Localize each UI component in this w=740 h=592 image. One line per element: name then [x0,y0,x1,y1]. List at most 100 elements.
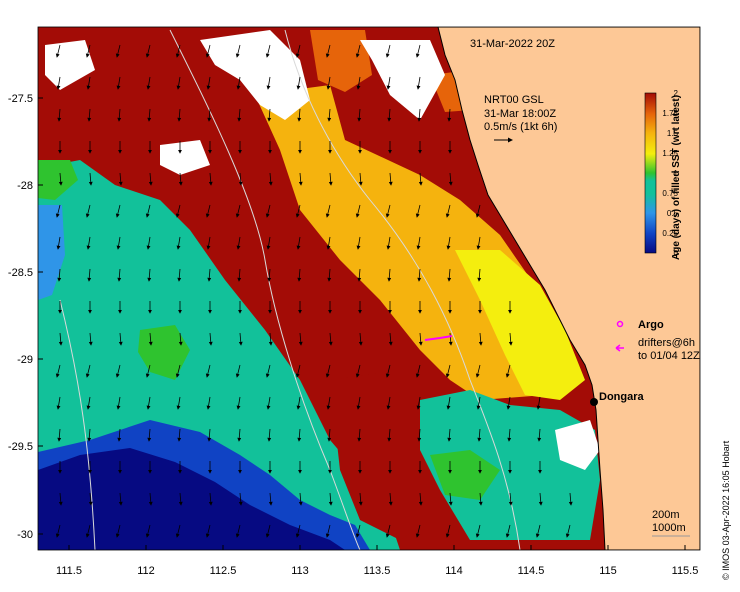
current-arrow [237,428,242,442]
lat-tick-label: -29.5 [8,441,33,453]
current-arrow [355,524,361,538]
current-arrow [85,44,91,58]
depth-contour-1000m [169,29,361,550]
current-arrow [116,396,121,410]
current-arrow [295,364,301,378]
sst-age-1-5-region [255,85,560,400]
current-arrow [447,108,452,122]
lon-tick-label: 113 [291,565,309,577]
current-arrow [145,364,151,378]
current-arrow [116,76,121,90]
current-arrow [325,524,331,538]
surface-current-arrows [55,44,573,538]
current-arrow [85,364,91,378]
current-arrow [57,428,62,442]
current-arrow [266,76,271,90]
current-arrow [58,332,63,346]
current-arrow [356,76,361,90]
current-arrow [265,524,271,538]
current-arrow [205,44,211,58]
current-arrow [147,268,152,282]
dongara-marker[interactable] [590,398,598,406]
current-arrow [145,204,151,218]
lon-tick-label: 115.5 [672,565,699,577]
current-arrow [325,44,331,58]
current-arrow [538,492,543,506]
current-arrow [446,396,451,410]
timestamp-label: 31-Mar-2022 20Z [470,38,555,50]
lon-tick-label: 114.5 [518,565,545,577]
product-line3: 0.5m/s (1kt 6h) [484,121,557,133]
lat-tick-label: -28.5 [8,267,33,279]
current-arrow [298,172,303,186]
sst-age-0-5-region [38,205,65,300]
current-arrow [58,172,63,186]
current-arrow [235,204,241,218]
current-arrow [176,76,181,90]
current-arrow [356,236,361,250]
argo-legend-label: Argo [638,319,664,331]
no-data-region-north [200,30,310,120]
current-arrow [445,364,451,378]
current-arrow [267,268,272,282]
current-arrow [417,428,422,442]
current-arrow [86,396,91,410]
current-arrow [205,204,211,218]
dongara-label: Dongara [599,391,645,403]
current-arrow [236,396,241,410]
lat-tick-label: -28 [17,180,33,192]
argo-legend-marker [616,320,624,328]
current-arrow [206,236,211,250]
sst-age-1-75-region [310,30,372,92]
current-arrow [175,204,181,218]
current-arrow [87,268,92,282]
current-arrow [205,364,211,378]
current-arrow [537,428,542,442]
current-arrow [476,396,481,410]
current-arrow [268,332,273,346]
current-arrow [358,172,363,186]
sst-age-0-region [38,448,345,550]
current-arrow [385,204,391,218]
contour-legend-200m: 200m [652,509,680,521]
current-arrow [505,364,511,378]
current-arrow [477,268,482,282]
current-arrow [387,108,392,122]
current-arrow [326,76,331,90]
current-arrow [145,44,151,58]
current-arrow [175,524,181,538]
current-arrow [238,172,243,186]
sst-age-1-region-north [38,160,78,200]
map-area[interactable]: Dongara Argo drifters@6h to 01/04 12Z 20… [38,27,700,550]
current-arrow [388,172,393,186]
colorbar-tick-label: 1.25 [662,149,678,158]
current-arrow [56,396,61,410]
lon-tick-label: 112.5 [210,565,237,577]
current-arrow [205,524,211,538]
current-arrow [328,172,333,186]
no-data-region-north2 [360,40,445,120]
lat-tick-label: -27.5 [8,93,33,105]
lon-tick-label: 112 [137,565,155,577]
current-arrow [115,364,121,378]
colorbar-tick-label: 2 [674,89,679,98]
no-data-region-west [45,40,95,90]
current-arrow [417,108,422,122]
current-arrow [58,492,63,506]
current-arrow [176,396,181,410]
current-arrow [207,428,212,442]
current-arrow [147,428,152,442]
current-arrow [447,428,452,442]
current-arrow [237,268,242,282]
current-arrow [177,108,182,122]
current-arrow [386,76,391,90]
current-arrow [386,236,391,250]
current-arrow [295,204,301,218]
current-arrow [416,396,421,410]
colorbar-ticks: 2 1.75 1.5 1.25 1 0.75 0.5 0.25 0 [662,89,678,258]
lon-tick-labels: 111.5 112 112.5 113 113.5 114 114.5 115 115.5 [56,545,698,577]
current-arrow [55,364,61,378]
current-arrow [388,332,393,346]
current-arrow [117,108,122,122]
current-arrow [385,364,391,378]
